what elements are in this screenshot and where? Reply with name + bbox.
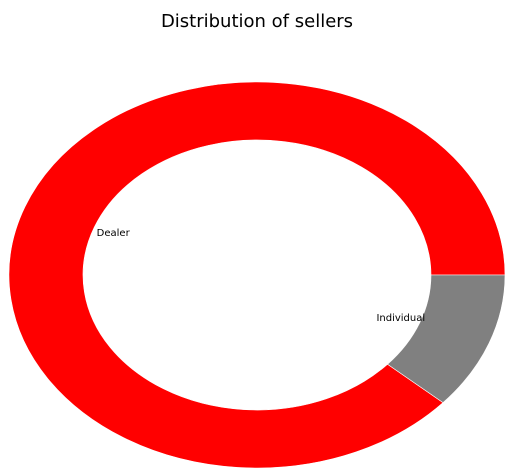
chart-title: Distribution of sellers [161, 11, 353, 32]
label-individual: Individual [376, 313, 425, 324]
slice-dealer [8, 81, 506, 469]
label-dealer: Dealer [97, 228, 131, 239]
labels-group: Dealer Individual [97, 228, 425, 324]
slice-individual [387, 274, 506, 404]
slices-group [8, 81, 506, 469]
